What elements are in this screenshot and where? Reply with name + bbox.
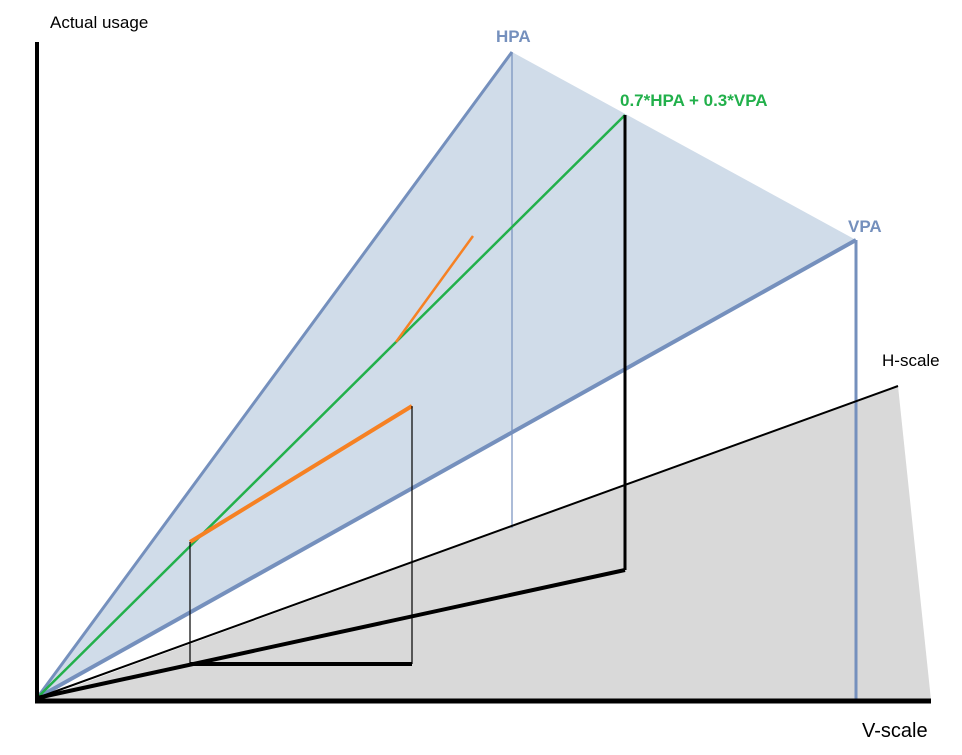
x-axis-label: V-scale: [862, 720, 928, 742]
mix-label: 0.7*HPA + 0.3*VPA: [620, 91, 768, 110]
vpa-label: VPA: [848, 217, 882, 236]
vpa-edge-line: [36, 238, 857, 700]
y-axis-label: Actual usage: [50, 13, 148, 32]
orange-thick-line: [188, 404, 414, 544]
orange-thin-line: [394, 235, 475, 343]
hpa-edge-line: [35, 51, 514, 699]
h-scale-edge-line: [36, 385, 899, 699]
mix-base-line: [36, 568, 626, 700]
mix-line: [36, 114, 626, 699]
pa-region: [37, 52, 856, 698]
h-scale-label: H-scale: [882, 351, 940, 370]
hpa-label: HPA: [496, 27, 531, 46]
h-scale-region: [37, 386, 931, 700]
